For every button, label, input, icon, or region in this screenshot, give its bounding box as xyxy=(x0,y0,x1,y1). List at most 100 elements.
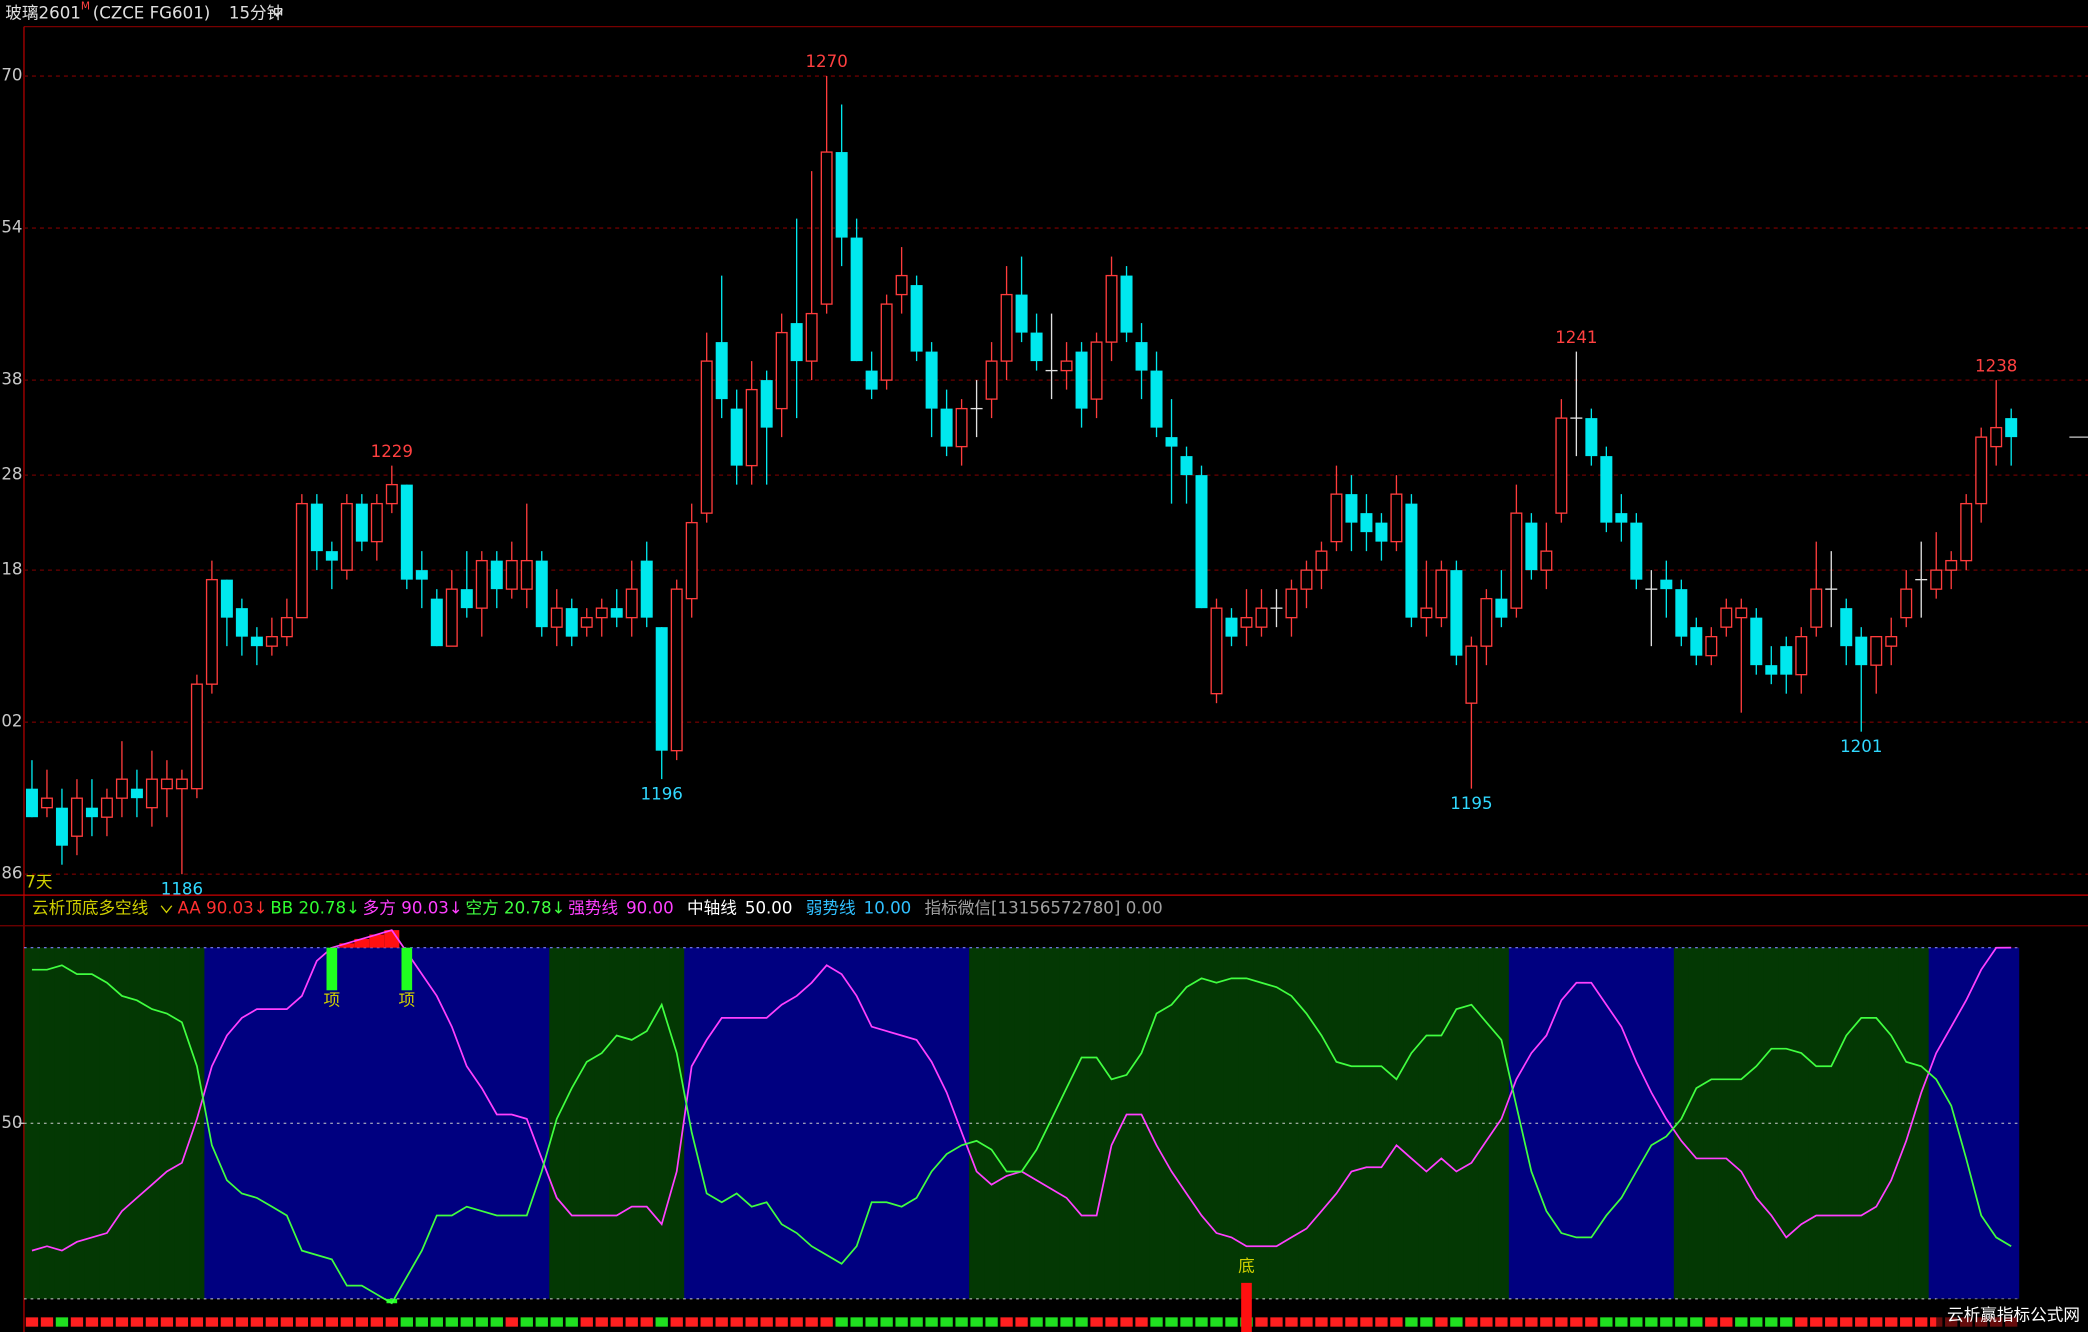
candle-body xyxy=(1210,607,1223,695)
extreme-label: 1195 xyxy=(1450,794,1492,813)
trend-zone xyxy=(1943,947,1960,1299)
trend-cell xyxy=(70,1317,84,1327)
trend-zone xyxy=(774,947,790,1299)
trend-zone xyxy=(294,947,310,1299)
candle-body xyxy=(640,560,653,618)
trend-cell xyxy=(1030,1317,1043,1327)
candle-body xyxy=(1030,332,1043,362)
trend-cell xyxy=(685,1317,698,1327)
extreme-label: 1201 xyxy=(1840,737,1882,756)
trend-cell xyxy=(100,1317,114,1327)
trend-cell xyxy=(445,1317,458,1327)
trend-cell xyxy=(1390,1317,1403,1327)
trend-cell xyxy=(430,1317,443,1327)
trend-cell xyxy=(385,1317,398,1327)
candle-body xyxy=(655,627,668,751)
trend-zone xyxy=(1313,947,1330,1299)
trend-cell xyxy=(760,1317,773,1327)
trend-zone xyxy=(879,947,895,1299)
candle-body xyxy=(1900,588,1913,619)
legend-name: 强势线 xyxy=(568,898,618,917)
trend-zone xyxy=(1583,947,1600,1299)
y-tick-label: 28 xyxy=(1,465,22,484)
trend-cell xyxy=(1375,1317,1388,1327)
trend-cell xyxy=(955,1317,968,1327)
trend-zone xyxy=(1059,947,1075,1299)
signal-label: 底 xyxy=(1238,1256,1255,1275)
trend-cell xyxy=(505,1317,518,1327)
candle-body xyxy=(445,588,458,647)
trend-zone xyxy=(69,947,85,1299)
trend-cell xyxy=(1510,1317,1523,1327)
watermark-bg xyxy=(1936,1298,2088,1332)
trend-zone xyxy=(1898,947,1915,1299)
candle-body xyxy=(295,502,308,619)
candle-body xyxy=(280,616,293,638)
candle-body xyxy=(505,559,518,590)
trend-zone xyxy=(819,947,835,1299)
trend-cell xyxy=(820,1317,833,1327)
candle-body xyxy=(190,683,203,790)
trend-zone xyxy=(1553,947,1570,1299)
trend-zone xyxy=(1418,947,1435,1299)
trend-cell xyxy=(730,1317,743,1327)
candle-body xyxy=(1990,426,2003,448)
candle-body xyxy=(1300,569,1313,590)
candle-body xyxy=(1810,588,1823,628)
trend-cell xyxy=(1300,1317,1313,1327)
trend-cell xyxy=(1225,1317,1238,1327)
trend-cell xyxy=(1555,1317,1568,1327)
trend-zone xyxy=(1238,947,1255,1299)
signal-bar xyxy=(401,947,413,991)
trend-cell xyxy=(1465,1317,1478,1327)
candle-body xyxy=(550,607,563,628)
candle-body xyxy=(430,598,443,647)
trend-cell xyxy=(1330,1317,1343,1327)
trend-cell xyxy=(1705,1317,1718,1327)
candle-body xyxy=(1405,503,1418,618)
trend-cell xyxy=(490,1317,503,1327)
trend-zone xyxy=(1853,947,1870,1299)
candle-body xyxy=(160,778,173,790)
candle-body xyxy=(1660,579,1673,590)
candle-body xyxy=(1765,665,1778,675)
trend-cell xyxy=(1780,1317,1793,1327)
trend-cell xyxy=(1525,1317,1538,1327)
candle-body xyxy=(955,407,968,448)
candle-body xyxy=(835,152,848,238)
legend-name: AA xyxy=(178,898,202,917)
legend-name: 多方 xyxy=(363,898,396,917)
trend-cell xyxy=(1135,1317,1148,1327)
candle-body xyxy=(1120,275,1133,333)
trend-zone xyxy=(234,947,250,1299)
candle-body xyxy=(145,778,158,809)
trend-cell xyxy=(475,1317,488,1327)
candle-body xyxy=(535,560,548,628)
trend-cell xyxy=(1270,1317,1283,1327)
trend-zone xyxy=(399,947,415,1299)
trend-zone xyxy=(219,947,235,1299)
trend-cell xyxy=(595,1317,608,1327)
symbol: 玻璃2601 xyxy=(5,3,81,22)
trend-cell xyxy=(1000,1317,1013,1327)
candle-body xyxy=(1510,512,1523,609)
trend-cell xyxy=(1495,1317,1508,1327)
candle-body xyxy=(1480,597,1493,647)
trend-zone xyxy=(1253,947,1270,1299)
legend-name: 中轴线 xyxy=(687,898,737,917)
trend-cell xyxy=(520,1317,533,1327)
indicator-dropdown[interactable] xyxy=(160,905,173,914)
candle-body xyxy=(490,560,503,590)
candle-body xyxy=(1960,502,1973,562)
trend-zone xyxy=(474,947,490,1299)
legend-value: 90.00 xyxy=(626,898,674,917)
trend-cell xyxy=(1480,1317,1493,1327)
trend-zone xyxy=(954,947,970,1299)
trend-zone xyxy=(279,947,295,1299)
code: (CZCE FG601) xyxy=(93,3,211,22)
candle-body xyxy=(1360,513,1373,533)
candle-body xyxy=(865,370,878,390)
period-dropdown[interactable] xyxy=(271,8,283,18)
candle-body xyxy=(1630,522,1643,580)
trend-cell xyxy=(655,1317,668,1327)
